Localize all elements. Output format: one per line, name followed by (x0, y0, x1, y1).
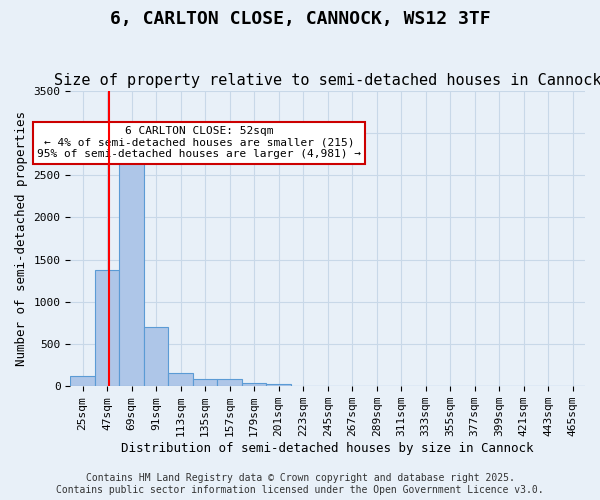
X-axis label: Distribution of semi-detached houses by size in Cannock: Distribution of semi-detached houses by … (121, 442, 534, 455)
Bar (95, 270, 119, 386)
Bar (144, 327, 169, 386)
Text: 6, CARLTON CLOSE, CANNOCK, WS12 3TF: 6, CARLTON CLOSE, CANNOCK, WS12 3TF (110, 10, 490, 28)
Title: Size of property relative to semi-detached houses in Cannock: Size of property relative to semi-detach… (54, 73, 600, 88)
Bar (169, 373, 193, 386)
Bar (70, 376, 95, 386)
Bar (193, 378, 217, 386)
Bar (242, 384, 266, 386)
Bar (217, 378, 242, 386)
Bar (119, 150, 144, 386)
Text: Contains HM Land Registry data © Crown copyright and database right 2025.
Contai: Contains HM Land Registry data © Crown c… (56, 474, 544, 495)
Text: 6 CARLTON CLOSE: 52sqm
← 4% of semi-detached houses are smaller (215)
95% of sem: 6 CARLTON CLOSE: 52sqm ← 4% of semi-deta… (37, 126, 361, 159)
Bar (266, 384, 291, 386)
Y-axis label: Number of semi-detached properties: Number of semi-detached properties (15, 111, 28, 366)
